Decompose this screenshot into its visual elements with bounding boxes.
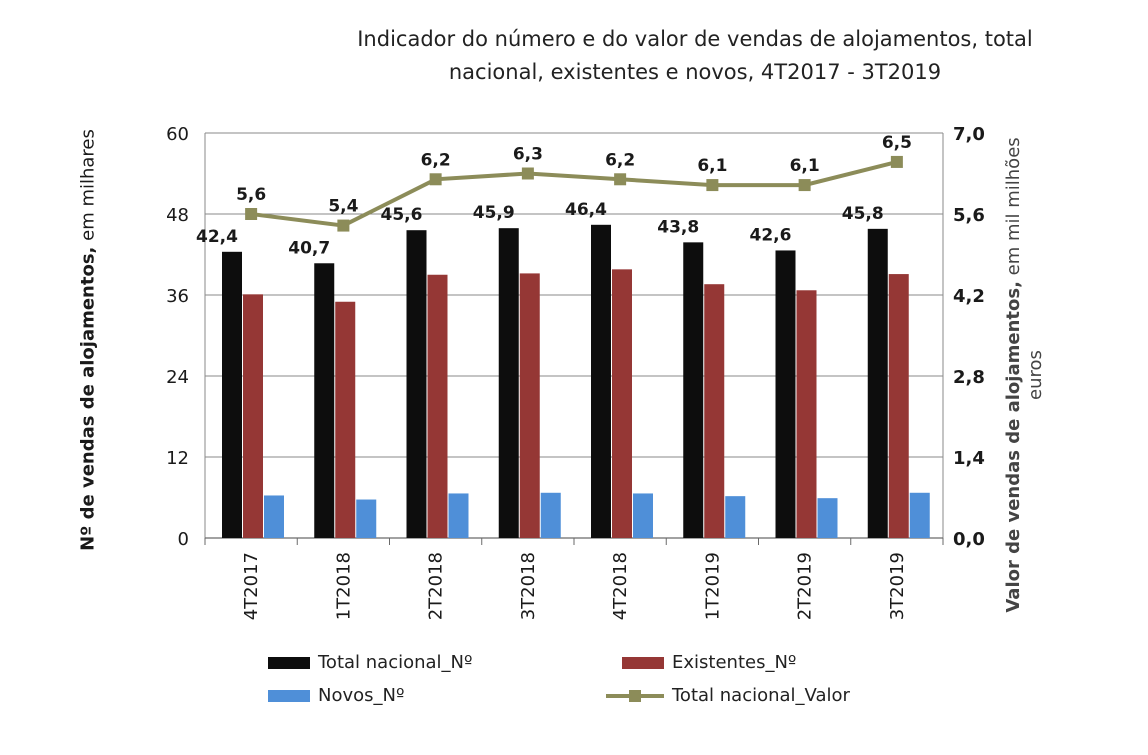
x-tick-label: 2T2018 xyxy=(426,552,447,620)
valor-marker xyxy=(337,219,350,232)
right-tick-label: 1,4 xyxy=(953,448,985,469)
legend-swatch-existentes xyxy=(622,656,664,669)
valor-line xyxy=(250,159,898,228)
legend-label-novos: Novos_Nº xyxy=(318,685,405,706)
bar-existentesn xyxy=(796,290,817,538)
valor-marker xyxy=(245,208,258,220)
bar-totalnacionaln xyxy=(222,251,242,539)
valor-marker xyxy=(614,173,627,186)
bar-existentesn xyxy=(243,294,263,538)
bar-novosn xyxy=(909,492,930,538)
left-tick-label: 60 xyxy=(166,124,189,145)
valor-data-label: 6,1 xyxy=(697,156,727,176)
bar-novosn xyxy=(356,499,377,538)
bar-novosn xyxy=(540,492,561,538)
bar-totalnacionaln xyxy=(314,263,335,538)
total-data-label: 42,6 xyxy=(750,225,792,245)
left-tick-label: 12 xyxy=(166,448,189,469)
bar-totalnacionaln xyxy=(591,224,611,539)
total-data-label: 40,7 xyxy=(288,238,330,258)
bar-totalnacionaln xyxy=(683,242,704,538)
bar-existentesn xyxy=(427,274,448,538)
left-tick-label: 24 xyxy=(166,367,189,388)
x-tick-label: 1T2019 xyxy=(702,552,723,620)
x-tick-label: 3T2018 xyxy=(518,552,539,620)
left-tick-label: 48 xyxy=(166,205,189,226)
bar-totalnacionaln xyxy=(498,228,519,539)
left-tick-label: 0 xyxy=(178,529,189,550)
legend-swatch-valor xyxy=(606,689,664,702)
right-tick-label: 7,0 xyxy=(953,124,985,145)
right-tick-label: 0,0 xyxy=(953,529,985,550)
left-tick-label: 36 xyxy=(166,286,189,307)
valor-data-label: 6,5 xyxy=(882,133,912,153)
bar-novosn xyxy=(264,495,284,538)
bar-existentesn xyxy=(612,269,632,538)
chart-title-line-2: nacional, existentes e novos, 4T2017 - 3… xyxy=(448,60,942,84)
valor-marker xyxy=(706,179,719,192)
valor-marker xyxy=(521,167,534,180)
x-tick-label: 3T2019 xyxy=(887,552,908,620)
legend-label-total: Total nacional_Nº xyxy=(318,652,473,673)
valor-marker xyxy=(890,155,903,168)
valor-marker xyxy=(429,173,442,186)
chart-title-line-1: Indicador do número e do valor de vendas… xyxy=(357,27,1033,51)
valor-data-label: 6,1 xyxy=(790,156,820,176)
right-tick-label: 5,6 xyxy=(953,205,985,226)
x-tick-label: 2T2019 xyxy=(795,552,816,620)
legend-swatch-total xyxy=(268,656,310,669)
valor-data-label: 5,4 xyxy=(328,197,358,217)
total-data-label: 45,8 xyxy=(842,204,884,224)
x-tick-label: 4T2018 xyxy=(610,552,631,620)
x-tick-label: 1T2018 xyxy=(333,552,354,620)
total-data-label: 43,8 xyxy=(657,217,699,237)
legend-label-valor: Total nacional_Valor xyxy=(672,685,850,706)
bar-novosn xyxy=(448,493,469,538)
total-data-label: 45,6 xyxy=(381,205,423,225)
bar-totalnacionaln xyxy=(775,250,796,538)
valor-marker xyxy=(798,179,811,192)
total-data-label: 45,9 xyxy=(473,203,515,223)
total-data-label: 46,4 xyxy=(565,200,607,220)
bar-existentesn xyxy=(704,284,725,538)
legend-item-novos: Novos_Nº xyxy=(268,685,404,706)
bar-novosn xyxy=(725,496,746,538)
bar-existentesn xyxy=(888,274,909,538)
bar-totalnacionaln xyxy=(406,230,427,538)
legend-item-valor: Total nacional_Valor xyxy=(606,685,850,706)
right-tick-label: 2,8 xyxy=(953,367,985,388)
valor-data-label: 5,6 xyxy=(236,185,266,205)
bar-existentesn xyxy=(335,301,356,538)
bar-novosn xyxy=(633,493,653,538)
legend-label-existentes: Existentes_Nº xyxy=(672,652,797,673)
right-tick-label: 4,2 xyxy=(953,286,985,307)
legend-item-existentes: Existentes_Nº xyxy=(622,652,796,673)
legend-item-total: Total nacional_Nº xyxy=(268,652,473,673)
bar-totalnacionaln xyxy=(867,228,888,538)
valor-data-label: 6,2 xyxy=(605,150,635,170)
valor-data-label: 6,2 xyxy=(421,150,451,170)
bar-existentesn xyxy=(519,273,540,538)
bar-novosn xyxy=(817,498,838,538)
valor-data-label: 6,3 xyxy=(513,145,543,165)
x-tick-label: 4T2017 xyxy=(241,552,262,620)
total-data-label: 42,4 xyxy=(196,227,238,247)
legend-swatch-novos xyxy=(268,689,310,702)
